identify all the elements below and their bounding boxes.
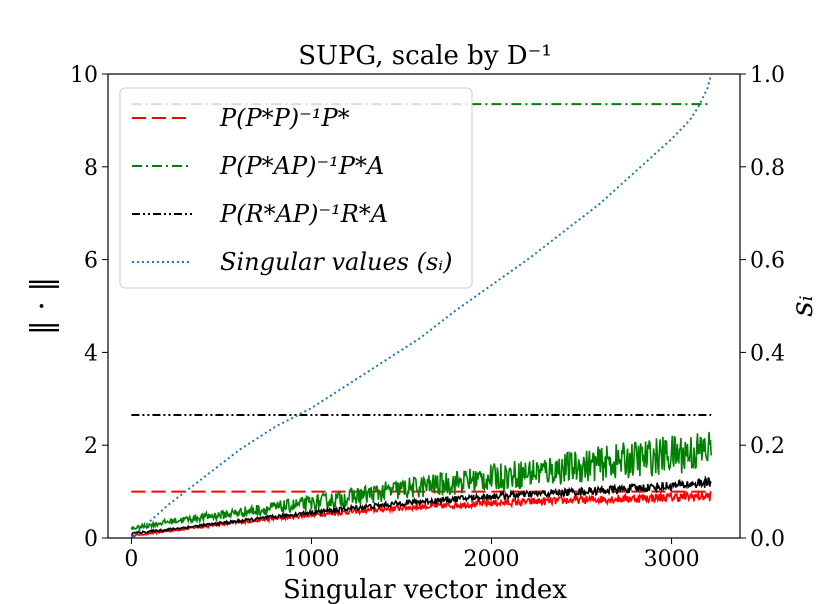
y2-axis-label: sᵢ [785, 295, 820, 316]
legend: P(P*P)⁻¹P* P(P*AP)⁻¹P*A P(R*AP)⁻¹R*A Singul… [119, 87, 473, 289]
legend-label-2: P(R*AP)⁻¹R*A [219, 200, 388, 228]
series-curve-2 [131, 474, 712, 536]
y-tick-label-0: 0 [84, 527, 98, 552]
y-tick-label-2: 4 [84, 341, 98, 366]
y2-tick-label-2: 0.4 [750, 341, 785, 366]
y2-tick-label-3: 0.6 [750, 249, 785, 274]
y-tick-label-1: 2 [84, 434, 98, 459]
axes: 0 1000 2000 3000 0 2 4 6 8 10 0.0 0.2 0.4 0.6 0.8 1.0 [70, 63, 785, 572]
x-tick-label-3: 3000 [644, 547, 700, 572]
x-tick-label-1: 1000 [283, 547, 339, 572]
y2-tick-label-5: 1.0 [750, 63, 785, 88]
legend-label-1: P(P*AP)⁻¹P*A [219, 152, 384, 180]
plot-area [130, 73, 713, 539]
y2-tick-label-4: 0.8 [750, 156, 785, 181]
legend-label-3: Singular values (sᵢ) [220, 248, 453, 276]
legend-label-0: P(P*P)⁻¹P* [219, 104, 350, 132]
x-tick-label-2: 2000 [464, 547, 520, 572]
plot-frame [107, 73, 741, 539]
y2-tick-label-0: 0.0 [750, 527, 785, 552]
legend-box [119, 87, 473, 289]
x-axis-label: Singular vector index [283, 575, 567, 604]
y-axis-label: ‖ · ‖ [25, 277, 60, 336]
y2-tick-label-1: 0.2 [750, 434, 785, 459]
y-tick-label-3: 6 [84, 249, 98, 274]
series-curve-3 [130, 73, 713, 539]
y-tick-label-4: 8 [84, 156, 98, 181]
chart-title: SUPG, scale by D⁻¹ [298, 41, 552, 71]
x-tick-label-0: 0 [124, 547, 138, 572]
series-curve-1 [130, 431, 712, 531]
y-tick-label-5: 10 [70, 63, 98, 88]
